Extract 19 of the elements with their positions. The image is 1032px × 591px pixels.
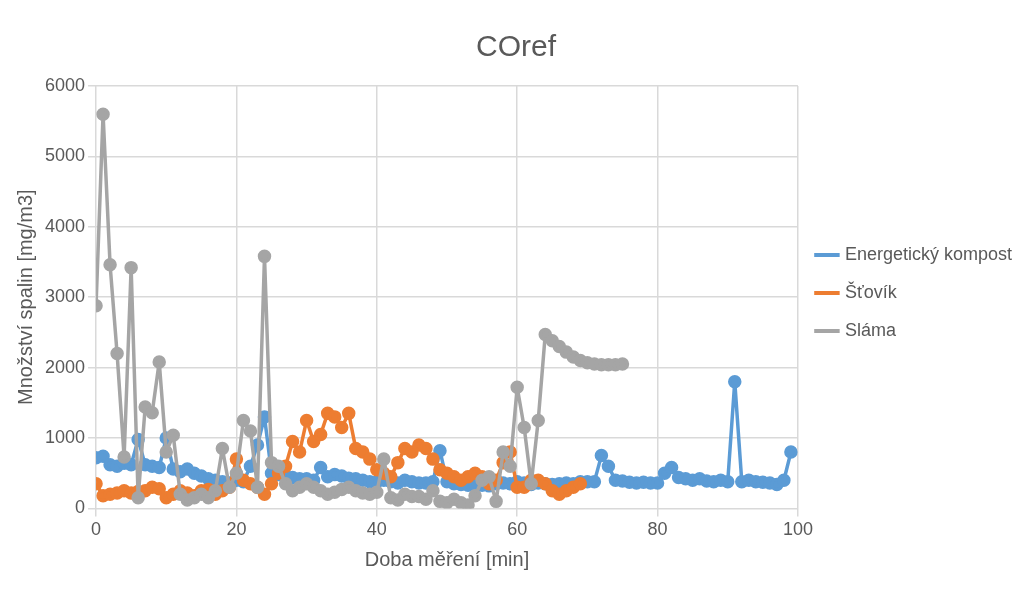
y-tick-label: 2000 (45, 356, 86, 377)
y-axis-title: Množství spalin [mg/m3] (13, 189, 36, 406)
x-axis-title: Doba měření [min] (364, 547, 530, 570)
x-tick-label: 0 (91, 519, 102, 540)
legend-label: Sláma (844, 319, 897, 340)
x-tick-label: 80 (647, 519, 668, 540)
legend-label: Šťovík (844, 280, 898, 302)
x-tick-label: 100 (782, 519, 813, 540)
y-tick-label: 5000 (45, 145, 86, 166)
legend-label: Energetický kompost (844, 243, 1013, 264)
y-tick-label: 4000 (45, 215, 86, 236)
x-tick-label: 40 (366, 519, 387, 540)
y-tick-label: 0 (75, 497, 86, 518)
chart-title: COref (475, 29, 557, 63)
x-tick-label: 60 (507, 519, 528, 540)
y-tick-label: 3000 (45, 286, 86, 307)
y-tick-label: 1000 (45, 426, 86, 447)
x-tick-label: 20 (226, 519, 247, 540)
y-tick-label: 6000 (45, 74, 86, 95)
